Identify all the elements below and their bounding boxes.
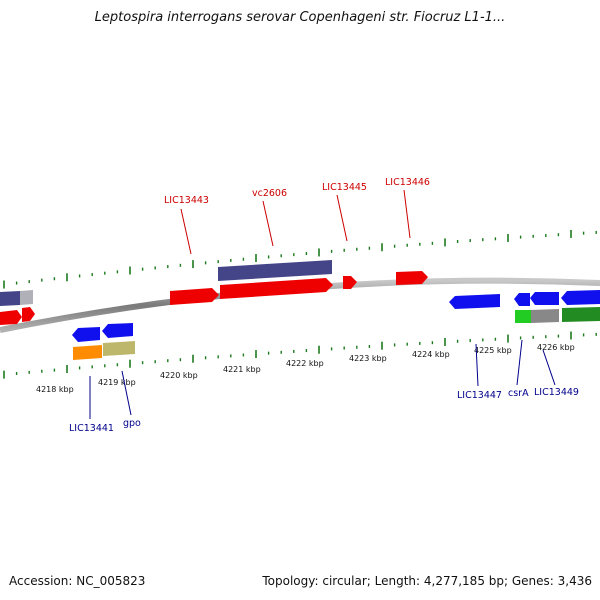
gene-feature[interactable] — [0, 291, 20, 306]
scale-label-4222: 4222 kbp — [286, 359, 324, 368]
gene-feature[interactable] — [220, 278, 333, 299]
scale-label-4219: 4219 kbp — [98, 378, 136, 387]
gene-label-lic13445[interactable]: LIC13445 — [322, 182, 367, 193]
gene-label-gpo[interactable]: gpo — [123, 418, 141, 429]
gene-feature[interactable] — [73, 345, 102, 360]
scale-label-4221: 4221 kbp — [223, 365, 261, 374]
gene-label-lic13447[interactable]: LIC13447 — [457, 390, 502, 401]
gene-label-vc2606[interactable]: vc2606 — [252, 188, 287, 199]
gene-feature[interactable] — [530, 292, 559, 305]
gene-feature[interactable] — [562, 307, 600, 322]
gene-feature[interactable] — [72, 327, 100, 342]
scale-label-4226: 4226 kbp — [537, 343, 575, 352]
scale-label-4224: 4224 kbp — [412, 350, 450, 359]
outer-tick-track — [3, 229, 597, 289]
gene-feature[interactable] — [103, 341, 135, 356]
gene-feature[interactable] — [531, 309, 559, 323]
gene-feature[interactable] — [514, 293, 530, 306]
gene-label-csra[interactable]: csrA — [508, 388, 529, 399]
gene-feature[interactable] — [102, 323, 133, 338]
gene-label-lic13441[interactable]: LIC13441 — [69, 423, 114, 434]
label-leaders-bottom — [89, 339, 556, 419]
accession-text: Accession: NC_005823 — [9, 574, 146, 588]
gene-feature[interactable] — [343, 276, 357, 289]
gene-feature[interactable] — [170, 288, 219, 305]
gene-feature[interactable] — [449, 294, 500, 309]
gene-label-lic13449[interactable]: LIC13449 — [534, 387, 579, 398]
gene-feature[interactable] — [396, 271, 428, 285]
topology-text: Topology: circular; Length: 4,277,185 bp… — [262, 574, 592, 588]
forward-features — [0, 260, 428, 325]
map-title: Leptospira interrogans serovar Copenhage… — [94, 10, 506, 25]
scale-label-4223: 4223 kbp — [349, 354, 387, 363]
gene-feature[interactable] — [20, 290, 33, 305]
gene-label-lic13443[interactable]: LIC13443 — [164, 195, 209, 206]
gene-feature[interactable] — [218, 260, 332, 281]
scale-label-4218: 4218 kbp — [36, 385, 74, 394]
gene-feature[interactable] — [0, 310, 22, 325]
gene-feature[interactable] — [22, 307, 35, 322]
label-leaders-top — [180, 189, 411, 255]
scale-label-4220: 4220 kbp — [160, 371, 198, 380]
gene-feature[interactable] — [561, 290, 600, 305]
gene-label-lic13446[interactable]: LIC13446 — [385, 177, 430, 188]
gene-feature[interactable] — [515, 310, 531, 323]
inner-tick-track — [3, 331, 597, 379]
reverse-features — [72, 290, 600, 360]
scale-label-4225: 4225 kbp — [474, 346, 512, 355]
